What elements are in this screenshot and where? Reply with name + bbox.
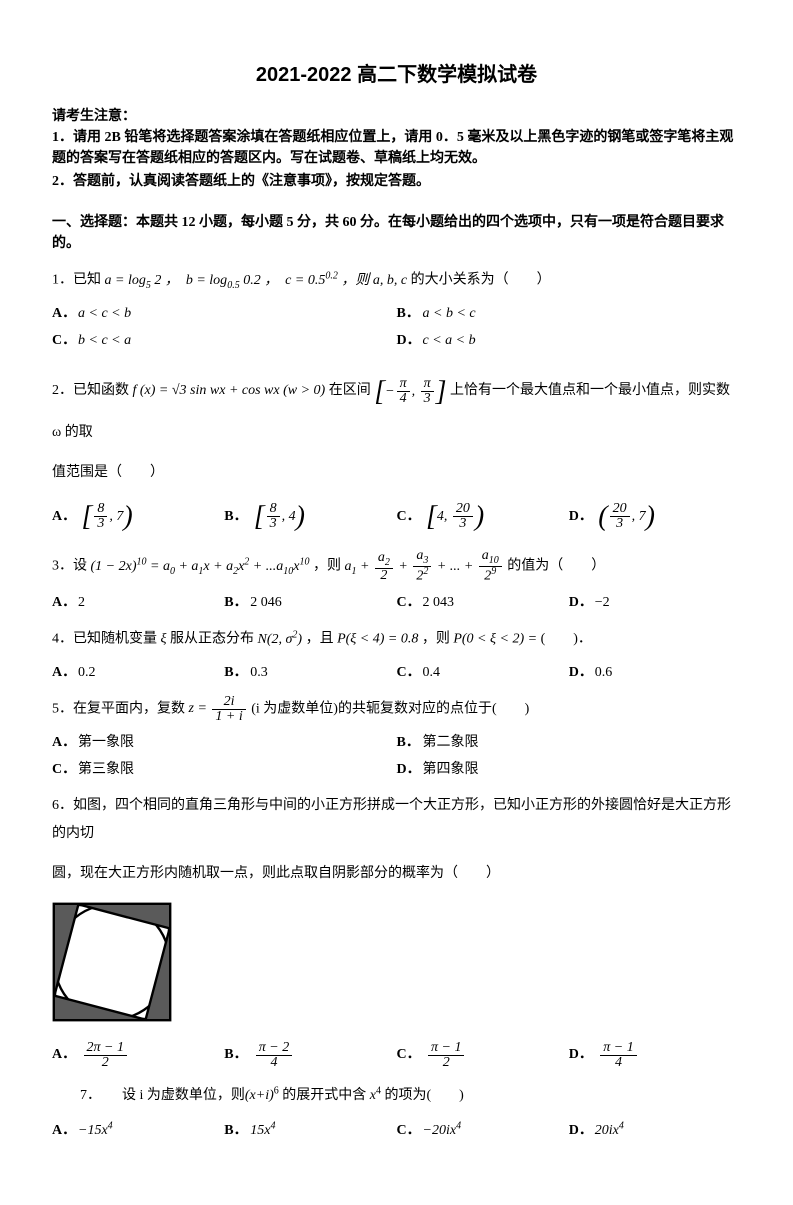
q2-stem-mid: 在区间 <box>329 384 375 399</box>
q2-options: A． [83, 7) B． [83, 4) C． [4, 203) D． (20… <box>52 495 741 537</box>
q3-sum: a1 + a22 + a322 + ... + a1029 <box>344 559 507 574</box>
q4-option-d: D．0.6 <box>569 662 741 683</box>
q5-option-c: C．第三象限 <box>52 759 397 780</box>
question-5: 5．在复平面内，复数 z = 2i1 + i (i 为虚数单位)的共轭复数对应的… <box>52 695 741 724</box>
q2-stem-prefix: 2．已知函数 <box>52 384 133 399</box>
q5-suffix: (i 为虚数单位)的共轭复数对应的点位于( ) <box>251 701 529 716</box>
q4-option-b: B．0.3 <box>224 662 396 683</box>
question-3: 3．设 (1 − 2x)10 = a0 + a1x + a2x2 + ...a1… <box>52 549 741 583</box>
q5-options: A．第一象限 B．第二象限 <box>52 732 741 753</box>
section1-heading: 一、选择题：本题共 12 小题，每小题 5 分，共 60 分。在每小题给出的四个… <box>52 212 741 254</box>
question-6-line2: 圆，现在大正方形内随机取一点，则此点取自阴影部分的概率为（ ） <box>52 860 741 888</box>
q6-option-d: D． π − 14 <box>569 1041 741 1070</box>
q1-options-2: C．b < c < a D．c < a < b <box>52 330 741 351</box>
question-1: 1．已知 a = log5 2 ， b = log0.5 0.2 ， c = 0… <box>52 266 741 295</box>
q5-options-2: C．第三象限 D．第四象限 <box>52 759 741 780</box>
q3-option-a: A．2 <box>52 592 224 613</box>
q4-option-c: C．0.4 <box>397 662 569 683</box>
q3-suffix: 的值为（ ） <box>507 559 605 574</box>
q6-options: A． 2π − 12 B． π − 24 C． π − 12 D． π − 14 <box>52 1041 741 1070</box>
page-title: 2021-2022 高二下数学模拟试卷 <box>52 60 741 90</box>
q1-option-c: C．b < c < a <box>52 330 397 351</box>
q5-option-a: A．第一象限 <box>52 732 397 753</box>
q3-option-d: D．−2 <box>569 592 741 613</box>
q5-option-d: D．第四象限 <box>397 759 742 780</box>
question-4: 4．已知随机变量 ξ 服从正态分布 N(2, σ2) ，且 P(ξ < 4) =… <box>52 625 741 654</box>
notice-heading: 请考生注意： <box>52 106 741 127</box>
q3-option-b: B．2 046 <box>224 592 396 613</box>
q4-options: A．0.2 B．0.3 C．0.4 D．0.6 <box>52 662 741 683</box>
q4-option-a: A．0.2 <box>52 662 224 683</box>
q3-option-c: C．2 043 <box>397 592 569 613</box>
q5-option-b: B．第二象限 <box>397 732 742 753</box>
q1-option-d: D．c < a < b <box>397 330 742 351</box>
q3-expand: (1 − 2x)10 = a0 + a1x + a2x2 + ...a10x10 <box>91 559 310 574</box>
question-7: 7． 设 i 为虚数单位，则(x+i)6 的展开式中含 x4 的项为( ) <box>52 1082 741 1111</box>
q2-option-d: D． (203, 7) <box>569 495 741 537</box>
q6-option-c: C． π − 12 <box>397 1041 569 1070</box>
q2-option-c: C． [4, 203) <box>397 495 569 537</box>
q4-stem: 4．已知随机变量 ξ 服从正态分布 N(2, σ2) ，且 P(ξ < 4) =… <box>52 632 592 647</box>
q7-stem: 7． 设 i 为虚数单位，则(x+i)6 的展开式中含 x4 的项为( ) <box>80 1088 464 1103</box>
q3-prefix: 3．设 <box>52 559 87 574</box>
q1-stem-prefix: 1．已知 <box>52 273 105 288</box>
q5-frac: z = 2i1 + i <box>189 701 248 716</box>
question-6-line1: 6．如图，四个相同的直角三角形与中间的小正方形拼成一个大正方形，已知小正方形的外… <box>52 792 741 848</box>
q1-option-b: B．a < b < c <box>397 303 742 324</box>
q6-figure <box>52 902 172 1022</box>
question-2: 2．已知函数 f (x) = √3 sin wx + cos wx (w > 0… <box>52 363 741 447</box>
q6-option-b: B． π − 24 <box>224 1041 396 1070</box>
q1-math: a = log5 2 ， b = log0.5 0.2 ， c = 0.50.2… <box>105 273 411 288</box>
q2-interval: [−π4, π3] <box>374 384 450 399</box>
q3-mid: ，则 <box>313 559 345 574</box>
q2-func: f (x) = √3 sin wx + cos wx (w > 0) <box>133 384 326 399</box>
q6-option-a: A． 2π − 12 <box>52 1041 224 1070</box>
q3-options: A．2 B．2 046 C．2 043 D．−2 <box>52 592 741 613</box>
q1-options: A．a < c < b B．a < b < c <box>52 303 741 324</box>
q1-stem-suffix: 的大小关系为（ ） <box>411 273 551 288</box>
q5-prefix: 5．在复平面内，复数 <box>52 701 189 716</box>
q2-line2: 值范围是（ ） <box>52 459 741 487</box>
notice-line-1: 1．请用 2B 铅笔将选择题答案涂填在答题纸相应位置上，请用 0．5 毫米及以上… <box>52 127 741 169</box>
q2-option-b: B． [83, 4) <box>224 495 396 537</box>
notice-line-2: 2．答题前，认真阅读答题纸上的《注意事项》，按规定答题。 <box>52 171 741 192</box>
q2-option-a: A． [83, 7) <box>52 495 224 537</box>
q1-option-a: A．a < c < b <box>52 303 397 324</box>
